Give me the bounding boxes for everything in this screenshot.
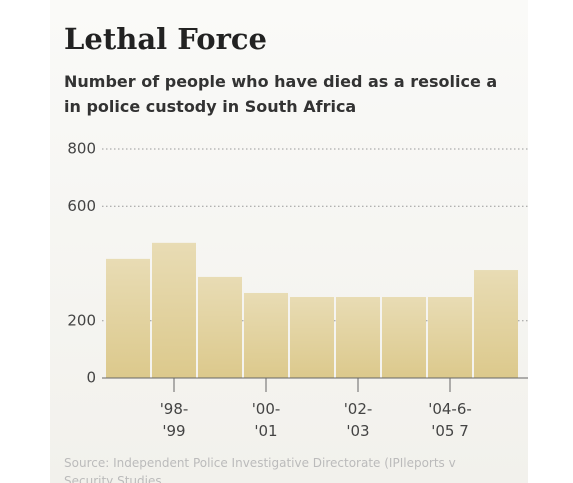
bar	[244, 292, 288, 378]
source: Security Studies	[64, 474, 162, 483]
bar	[152, 242, 196, 378]
chart-title: Lethal Force	[64, 22, 267, 56]
x-tick-label: '98- '99	[159, 400, 189, 440]
bar	[336, 296, 380, 378]
bar	[106, 258, 150, 378]
x-tick-label: '02- '03	[343, 400, 373, 440]
x-tick-label: '04-6- '05 7	[428, 400, 472, 440]
y-tick-label: 0	[86, 369, 96, 387]
x-tick-label: '00- '01	[251, 400, 281, 440]
bar	[290, 296, 334, 378]
subtitle: Number of people who have died as a reso…	[64, 72, 498, 91]
y-tick-label: 600	[67, 197, 96, 215]
y-tick-label: 200	[67, 311, 96, 329]
bar	[474, 270, 518, 378]
bar	[382, 296, 426, 378]
bar	[198, 276, 242, 378]
panel	[50, 0, 528, 483]
subtitle: in police custody in South Africa	[64, 97, 357, 116]
source: Source: Independent Police Investigative…	[64, 456, 456, 470]
bar	[428, 296, 472, 378]
y-tick-label: 800	[67, 140, 96, 158]
